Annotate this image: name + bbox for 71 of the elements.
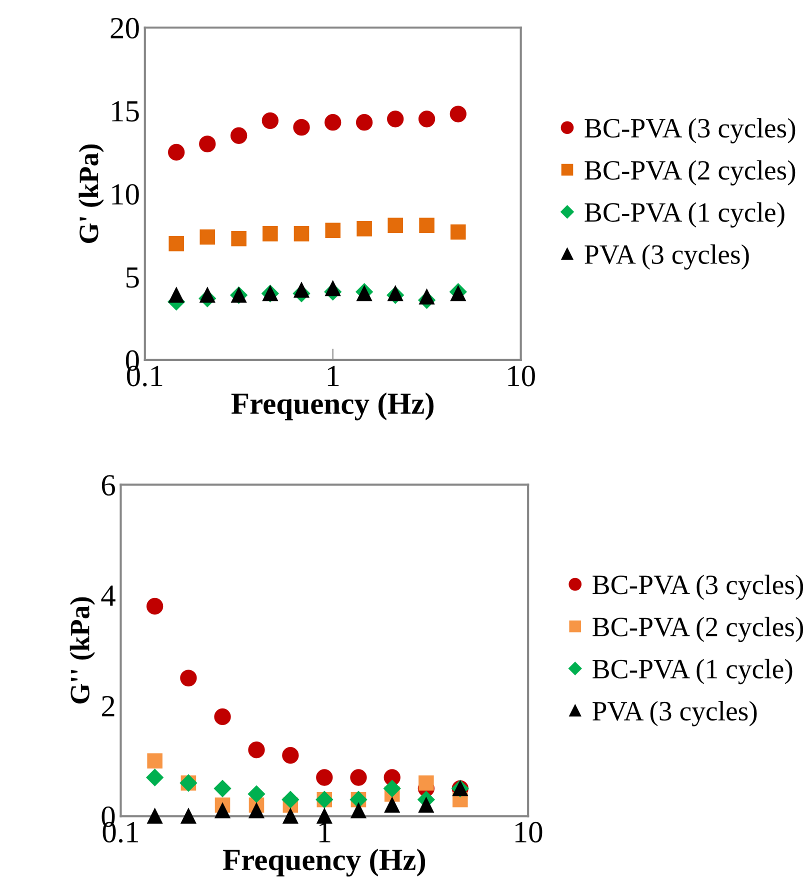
point xyxy=(199,136,216,152)
legend-label: BC-PVA (2 cycles) xyxy=(592,616,804,642)
y-tick-label: 6 xyxy=(102,475,115,496)
point xyxy=(356,221,372,236)
x-axis-title: Frequency (Hz) xyxy=(231,392,434,420)
x-axis-title: Frequency (Hz) xyxy=(222,848,426,877)
point xyxy=(387,110,404,128)
point xyxy=(200,288,216,303)
point xyxy=(180,670,197,686)
point xyxy=(214,780,232,798)
y-tick-label: 15 xyxy=(112,101,139,122)
x-tick-label: 1 xyxy=(328,366,339,386)
y-tick-label: 2 xyxy=(102,696,114,716)
point xyxy=(248,786,266,803)
point xyxy=(147,753,162,769)
point xyxy=(388,218,403,234)
point xyxy=(200,229,216,245)
point xyxy=(146,598,164,615)
legend-label: PVA (3 cycles) xyxy=(584,244,749,270)
point xyxy=(316,769,333,786)
y-tick-label: 10 xyxy=(112,184,139,205)
legend-label: PVA (3 cycles) xyxy=(592,701,757,726)
point xyxy=(168,288,184,303)
point xyxy=(294,282,310,298)
point xyxy=(282,791,299,808)
point xyxy=(282,747,299,764)
y-axis-title: G'' (kPa) xyxy=(70,597,96,704)
point xyxy=(384,797,400,813)
point xyxy=(262,226,278,242)
legend-label: BC-PVA (1 cycle) xyxy=(584,202,784,228)
y-tick-label: 20 xyxy=(110,18,139,39)
point xyxy=(325,280,341,296)
point xyxy=(294,226,310,242)
y-axis-title: G' (kPa) xyxy=(78,144,104,243)
point xyxy=(262,112,279,130)
point xyxy=(168,236,184,252)
point xyxy=(147,808,162,824)
point xyxy=(419,289,434,304)
point xyxy=(168,144,185,161)
point xyxy=(384,780,401,798)
point xyxy=(418,797,434,813)
point xyxy=(248,742,265,758)
point xyxy=(356,114,373,131)
legend-label: BC-PVA (1 cycle) xyxy=(592,658,792,684)
point xyxy=(146,768,164,786)
legend-label: BC-PVA (3 cycles) xyxy=(584,118,796,144)
point xyxy=(418,775,434,791)
point xyxy=(316,808,332,824)
y-tick-label: 5 xyxy=(126,267,139,288)
legend-label: BC-PVA (3 cycles) xyxy=(592,574,804,600)
point xyxy=(350,769,367,786)
point xyxy=(214,708,231,726)
point xyxy=(450,224,466,240)
point xyxy=(325,222,341,238)
point xyxy=(418,110,436,128)
point xyxy=(180,808,196,824)
point xyxy=(231,231,246,246)
x-tick-label: 10 xyxy=(508,366,535,386)
point xyxy=(214,802,230,818)
x-tick-label: 1 xyxy=(319,822,330,842)
point xyxy=(293,118,310,136)
point xyxy=(248,802,264,818)
point xyxy=(350,802,366,818)
point xyxy=(450,106,466,122)
point xyxy=(324,114,342,131)
point xyxy=(282,808,298,824)
point xyxy=(419,218,434,234)
y-tick-label: 4 xyxy=(101,586,116,606)
point xyxy=(230,127,248,144)
legend-label: BC-PVA (2 cycles) xyxy=(584,160,796,186)
x-tick-label: 10 xyxy=(515,822,542,843)
